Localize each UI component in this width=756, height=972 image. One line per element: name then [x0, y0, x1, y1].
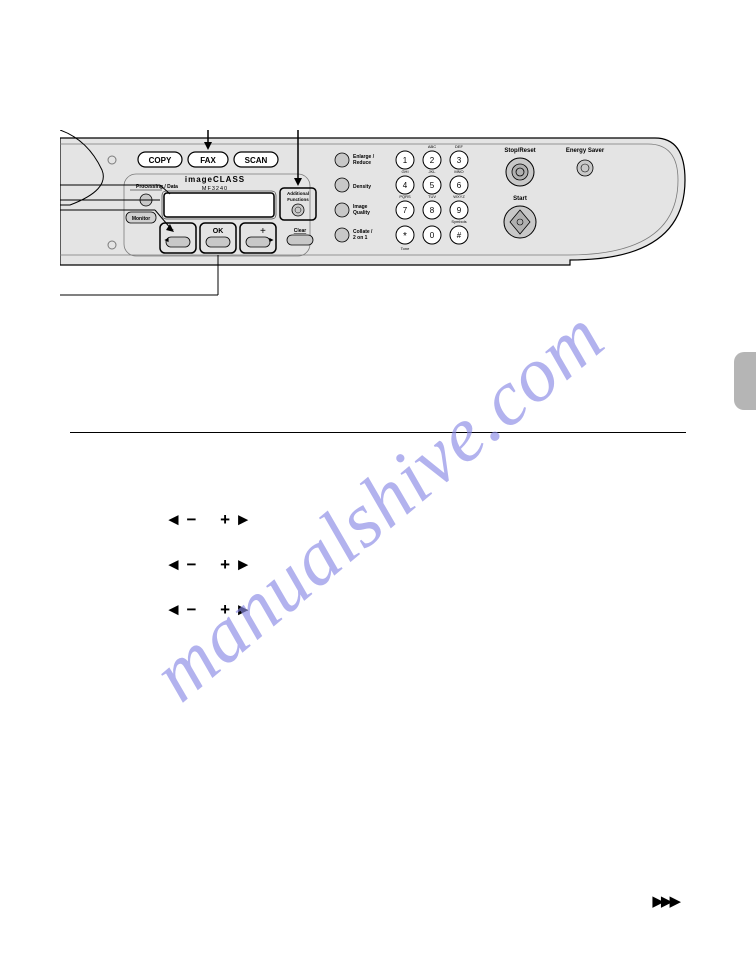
clear-button[interactable] — [287, 235, 313, 245]
svg-text:0: 0 — [430, 231, 435, 240]
stop-button[interactable] — [512, 164, 528, 180]
step-2: 2 Press [◄ −] or [+ ►] to select <FAX SE… — [70, 509, 686, 533]
keypad: 1 2 ABC 3 DEF 4 GHI 5 JKL 6 MNO 7 PQRS 8… — [396, 144, 468, 251]
density-label: Density — [353, 184, 371, 190]
lcd-display — [164, 193, 274, 217]
quality-label: Quality — [353, 210, 370, 216]
svg-text:#: # — [457, 231, 462, 240]
step-4: 4 Press [◄ −] or [+ ►] to select <RX MOD… — [70, 613, 686, 637]
svg-text:PQRS: PQRS — [399, 194, 411, 199]
page-number: 4-3 — [657, 921, 676, 936]
additional-label1: Additional — [287, 191, 309, 196]
svg-text:Tone: Tone — [401, 246, 410, 251]
svg-text:3: 3 — [457, 156, 462, 165]
density-button[interactable] — [335, 178, 349, 192]
right-tri: ► — [268, 237, 275, 244]
svg-text:*: * — [403, 231, 407, 242]
quality-button[interactable] — [335, 203, 349, 217]
svg-text:9: 9 — [457, 206, 462, 215]
enlarge-button[interactable] — [335, 153, 349, 167]
steps-section: 1 Press [Additional Functions]. 2 Press … — [70, 458, 686, 665]
step-1-text: Press [Additional Functions]. — [96, 460, 304, 477]
fax-label: FAX — [200, 156, 216, 165]
energy-saver-button[interactable] — [577, 160, 593, 176]
svg-text:1: 1 — [403, 156, 408, 165]
collate-button[interactable] — [335, 228, 349, 242]
step-4-text: Press [◄ −] or [+ ►] to select <RX MODE>… — [96, 615, 525, 632]
svg-text:2: 2 — [430, 156, 435, 165]
svg-text:6: 6 — [457, 181, 462, 190]
step-3: 3 Press [◄ −] or [+ ►] to select <RX SET… — [70, 561, 686, 585]
step-2-num: 2 — [70, 509, 92, 532]
mode-button-group: COPY FAX SCAN — [138, 152, 278, 167]
reduce-label: Reduce — [353, 160, 371, 166]
svg-text:WXYZ: WXYZ — [453, 194, 465, 199]
scan-label: SCAN — [245, 156, 268, 165]
step-3-num: 3 — [70, 561, 92, 584]
arrow-row-3: ◄ − + ► — [165, 600, 252, 620]
copy-label: COPY — [149, 156, 172, 165]
svg-text:MNO: MNO — [454, 169, 463, 174]
side-tab — [734, 352, 756, 410]
clear-label: Clear — [294, 228, 307, 234]
step-1-num: 1 — [70, 458, 92, 481]
additional-label2: Functions — [287, 197, 309, 202]
control-panel-diagram: COPY FAX SCAN imageCLASS MF3240 Processi… — [60, 130, 695, 325]
plus-sign: + — [260, 226, 266, 237]
svg-text:TUV: TUV — [428, 194, 436, 199]
stop-label: Stop/Reset — [504, 148, 535, 154]
ok-button[interactable] — [206, 237, 230, 247]
step-1: 1 Press [Additional Functions]. — [70, 458, 686, 481]
svg-text:5: 5 — [430, 181, 435, 190]
page-header: Setting the Machine for Receiving Faxes … — [70, 50, 531, 76]
svg-text:DEF: DEF — [455, 144, 464, 149]
svg-text:4: 4 — [403, 181, 408, 190]
monitor-label: Monitor — [132, 216, 150, 222]
svg-text:JKL: JKL — [429, 169, 437, 174]
step-4-num: 4 — [70, 613, 92, 636]
panel-svg: COPY FAX SCAN imageCLASS MF3240 Processi… — [60, 130, 695, 325]
additional-functions-button[interactable] — [292, 204, 304, 216]
energy-label: Energy Saver — [566, 148, 605, 154]
2on1-label: 2 on 1 — [353, 235, 368, 241]
svg-text:GHI: GHI — [401, 169, 408, 174]
brand-text: imageCLASS — [185, 175, 245, 184]
svg-text:Symbols: Symbols — [451, 219, 466, 224]
ok-label: OK — [213, 228, 224, 235]
plus-button[interactable] — [246, 237, 270, 247]
left-tri: ◄ — [163, 237, 170, 244]
start-label: Start — [513, 196, 527, 202]
svg-text:7: 7 — [403, 206, 408, 215]
continue-arrows-icon: ▶▶▶ — [652, 892, 678, 910]
svg-text:ABC: ABC — [428, 144, 436, 149]
section-divider — [70, 432, 686, 433]
arrow-row-1: ◄ − + ► — [165, 510, 252, 530]
svg-text:8: 8 — [430, 206, 435, 215]
arrow-row-2: ◄ − + ► — [165, 555, 252, 575]
